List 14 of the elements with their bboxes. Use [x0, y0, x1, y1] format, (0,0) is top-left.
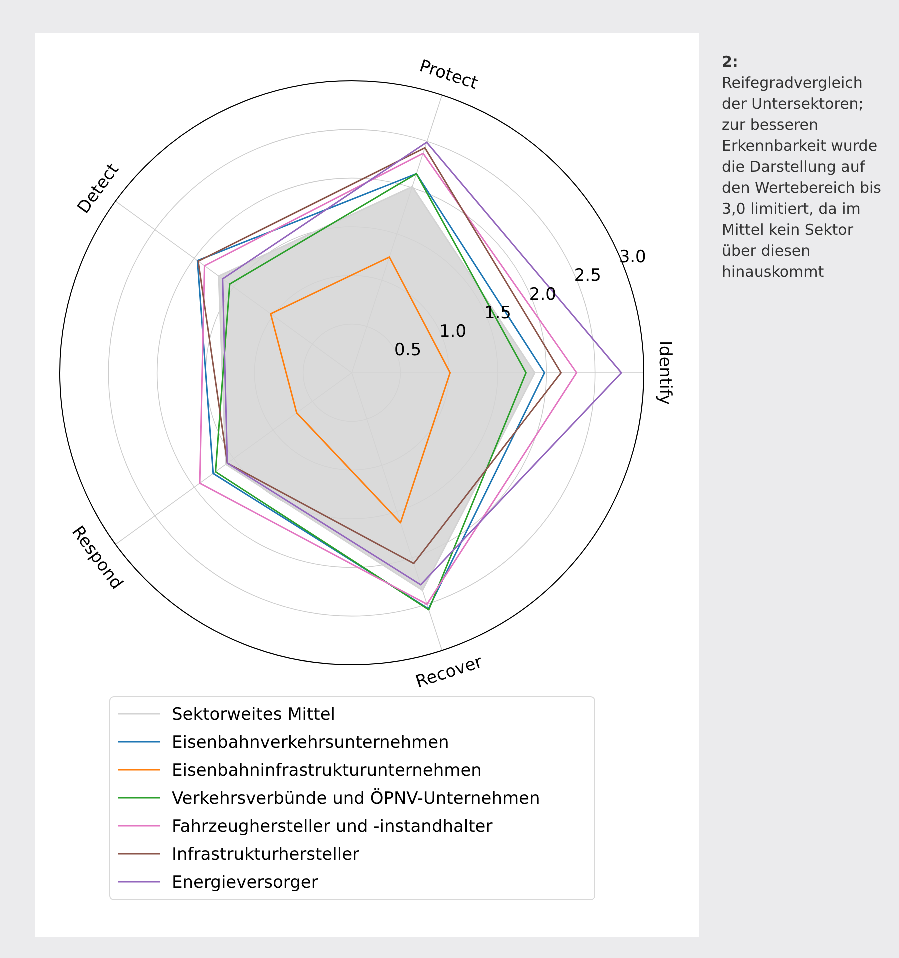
- y-tick-label: 2.0: [529, 284, 556, 305]
- y-tick-label: 3.0: [619, 248, 646, 268]
- legend-label: Sektorweites Mittel: [172, 704, 336, 725]
- legend-label: Energieversorger: [172, 872, 318, 893]
- legend-label: Eisenbahninfrastrukturunternehmen: [172, 760, 482, 781]
- legend-label: Infrastrukturhersteller: [172, 844, 360, 865]
- legend-label: Verkehrsverbünde und ÖPNV-Unternehmen: [172, 788, 540, 809]
- y-tick-label: 2.5: [574, 266, 602, 286]
- spoke-label: Identify: [655, 340, 676, 406]
- text: 2: Reifegradvergleich der Untersektoren; zur besseren Erkennbarkeit wurde die Darstellung auf den Wertebereich bis 3,0 limitiert, da im Mittel kein Sektor über diesen hinauskommt: [722, 53, 882, 281]
- y-tick-label: 0.5: [394, 340, 422, 361]
- legend-label: Fahrzeughersteller und -instandhalter: [172, 816, 493, 837]
- legend-label: Eisenbahnverkehrsunternehmen: [172, 732, 450, 753]
- y-tick-label: 1.0: [439, 322, 467, 342]
